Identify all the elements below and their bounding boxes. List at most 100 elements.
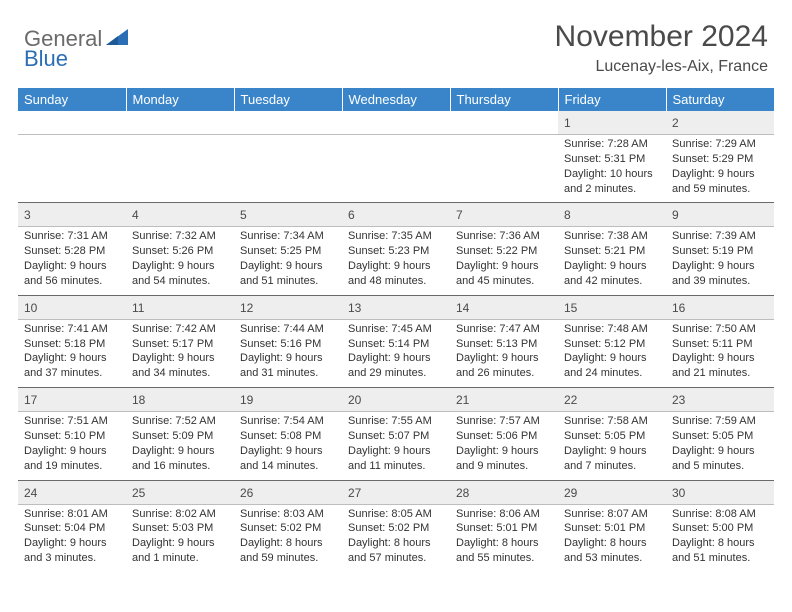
day-number-cell: 1	[558, 111, 666, 135]
day-number: 13	[348, 301, 361, 315]
sunset-text: Sunset: 5:13 PM	[456, 337, 552, 352]
day-number: 21	[456, 393, 469, 407]
day-number-cell: 25	[126, 480, 234, 504]
day-number: 27	[348, 486, 361, 500]
sunset-text: Sunset: 5:12 PM	[564, 337, 660, 352]
daylight-text: Daylight: 9 hours and 26 minutes.	[456, 351, 552, 381]
week-content-row: Sunrise: 7:31 AMSunset: 5:28 PMDaylight:…	[18, 227, 774, 295]
day-number: 23	[672, 393, 685, 407]
day-number: 2	[672, 116, 679, 130]
sunset-text: Sunset: 5:09 PM	[132, 429, 228, 444]
day-number-cell: 6	[342, 203, 450, 227]
day-content-cell: Sunrise: 7:35 AMSunset: 5:23 PMDaylight:…	[342, 227, 450, 295]
day-number: 14	[456, 301, 469, 315]
day-number: 22	[564, 393, 577, 407]
day-number: 29	[564, 486, 577, 500]
daylight-text: Daylight: 8 hours and 55 minutes.	[456, 536, 552, 566]
day-content-cell	[234, 135, 342, 203]
sunrise-text: Sunrise: 7:42 AM	[132, 322, 228, 337]
sunset-text: Sunset: 5:01 PM	[456, 521, 552, 536]
daylight-text: Daylight: 9 hours and 24 minutes.	[564, 351, 660, 381]
day-number: 5	[240, 208, 247, 222]
daylight-text: Daylight: 9 hours and 37 minutes.	[24, 351, 120, 381]
day-number: 26	[240, 486, 253, 500]
sunrise-text: Sunrise: 7:36 AM	[456, 229, 552, 244]
day-number: 7	[456, 208, 463, 222]
day-number-cell: 8	[558, 203, 666, 227]
daylight-text: Daylight: 9 hours and 59 minutes.	[672, 167, 768, 197]
day-number-cell: 3	[18, 203, 126, 227]
sunrise-text: Sunrise: 7:48 AM	[564, 322, 660, 337]
day-number-cell: 7	[450, 203, 558, 227]
day-content-cell: Sunrise: 7:59 AMSunset: 5:05 PMDaylight:…	[666, 412, 774, 480]
day-content-cell: Sunrise: 8:08 AMSunset: 5:00 PMDaylight:…	[666, 504, 774, 572]
sunset-text: Sunset: 5:31 PM	[564, 152, 660, 167]
day-number-cell: 29	[558, 480, 666, 504]
sunrise-text: Sunrise: 7:58 AM	[564, 414, 660, 429]
day-number: 28	[456, 486, 469, 500]
sunset-text: Sunset: 5:25 PM	[240, 244, 336, 259]
sunset-text: Sunset: 5:01 PM	[564, 521, 660, 536]
day-number-cell: 28	[450, 480, 558, 504]
logo-text-blue: Blue	[24, 46, 68, 72]
daylight-text: Daylight: 9 hours and 11 minutes.	[348, 444, 444, 474]
day-content-cell: Sunrise: 7:47 AMSunset: 5:13 PMDaylight:…	[450, 319, 558, 387]
daylight-text: Daylight: 9 hours and 56 minutes.	[24, 259, 120, 289]
day-content-cell: Sunrise: 7:31 AMSunset: 5:28 PMDaylight:…	[18, 227, 126, 295]
day-content-cell	[450, 135, 558, 203]
weekday-wednesday: Wednesday	[342, 88, 450, 111]
daylight-text: Daylight: 9 hours and 1 minute.	[132, 536, 228, 566]
sunset-text: Sunset: 5:21 PM	[564, 244, 660, 259]
day-number-cell	[342, 111, 450, 135]
day-number: 15	[564, 301, 577, 315]
sunset-text: Sunset: 5:08 PM	[240, 429, 336, 444]
day-number: 1	[564, 116, 571, 130]
daylight-text: Daylight: 8 hours and 53 minutes.	[564, 536, 660, 566]
sunrise-text: Sunrise: 7:45 AM	[348, 322, 444, 337]
day-content-cell: Sunrise: 8:07 AMSunset: 5:01 PMDaylight:…	[558, 504, 666, 572]
day-content-cell: Sunrise: 8:03 AMSunset: 5:02 PMDaylight:…	[234, 504, 342, 572]
day-number-cell: 13	[342, 295, 450, 319]
day-number-cell: 18	[126, 388, 234, 412]
daylight-text: Daylight: 10 hours and 2 minutes.	[564, 167, 660, 197]
day-number-cell: 17	[18, 388, 126, 412]
day-number: 10	[24, 301, 37, 315]
daylight-text: Daylight: 9 hours and 7 minutes.	[564, 444, 660, 474]
sunset-text: Sunset: 5:22 PM	[456, 244, 552, 259]
weekday-tuesday: Tuesday	[234, 88, 342, 111]
sunrise-text: Sunrise: 7:32 AM	[132, 229, 228, 244]
page-header: General November 2024 Lucenay-les-Aix, F…	[18, 20, 774, 76]
weekday-friday: Friday	[558, 88, 666, 111]
sunrise-text: Sunrise: 7:31 AM	[24, 229, 120, 244]
day-number-cell: 21	[450, 388, 558, 412]
day-number: 30	[672, 486, 685, 500]
daylight-text: Daylight: 8 hours and 57 minutes.	[348, 536, 444, 566]
day-content-cell: Sunrise: 7:28 AMSunset: 5:31 PMDaylight:…	[558, 135, 666, 203]
daylight-text: Daylight: 9 hours and 16 minutes.	[132, 444, 228, 474]
day-content-cell	[342, 135, 450, 203]
day-number: 12	[240, 301, 253, 315]
sunset-text: Sunset: 5:26 PM	[132, 244, 228, 259]
daylight-text: Daylight: 9 hours and 54 minutes.	[132, 259, 228, 289]
day-number-cell: 15	[558, 295, 666, 319]
day-content-cell: Sunrise: 7:51 AMSunset: 5:10 PMDaylight:…	[18, 412, 126, 480]
day-content-cell: Sunrise: 7:41 AMSunset: 5:18 PMDaylight:…	[18, 319, 126, 387]
day-content-cell: Sunrise: 7:57 AMSunset: 5:06 PMDaylight:…	[450, 412, 558, 480]
sunrise-text: Sunrise: 7:59 AM	[672, 414, 768, 429]
day-content-cell: Sunrise: 7:29 AMSunset: 5:29 PMDaylight:…	[666, 135, 774, 203]
sunset-text: Sunset: 5:10 PM	[24, 429, 120, 444]
day-content-cell: Sunrise: 7:32 AMSunset: 5:26 PMDaylight:…	[126, 227, 234, 295]
sunset-text: Sunset: 5:05 PM	[672, 429, 768, 444]
daylight-text: Daylight: 9 hours and 21 minutes.	[672, 351, 768, 381]
daylight-text: Daylight: 9 hours and 31 minutes.	[240, 351, 336, 381]
sunrise-text: Sunrise: 7:28 AM	[564, 137, 660, 152]
day-number-cell: 23	[666, 388, 774, 412]
sunrise-text: Sunrise: 7:39 AM	[672, 229, 768, 244]
day-number-cell: 19	[234, 388, 342, 412]
day-number: 24	[24, 486, 37, 500]
day-content-cell: Sunrise: 7:45 AMSunset: 5:14 PMDaylight:…	[342, 319, 450, 387]
day-number-cell: 12	[234, 295, 342, 319]
week-daynum-row: 12	[18, 111, 774, 135]
sunset-text: Sunset: 5:03 PM	[132, 521, 228, 536]
day-content-cell: Sunrise: 7:50 AMSunset: 5:11 PMDaylight:…	[666, 319, 774, 387]
